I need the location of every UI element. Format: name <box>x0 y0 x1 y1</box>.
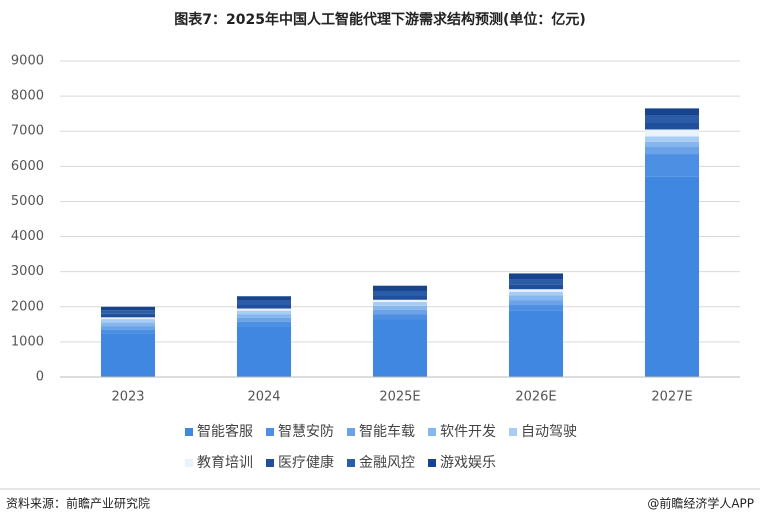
bar-segment <box>237 317 291 322</box>
bar-segment <box>645 122 699 130</box>
bar-segment <box>509 284 563 290</box>
bar-segment <box>101 317 155 320</box>
legend-swatch <box>428 428 436 436</box>
legend-label: 智能客服 <box>197 423 253 440</box>
bar-segment <box>373 309 427 315</box>
y-tick-label: 3000 <box>11 264 44 279</box>
bar-segment <box>101 310 155 314</box>
x-tick-label: 2027E <box>651 390 692 405</box>
x-tick-label: 2025E <box>379 390 420 405</box>
legend-swatch <box>266 428 274 436</box>
bar-segment <box>101 333 155 377</box>
bar-segment <box>373 285 427 291</box>
bar-segment <box>373 290 427 296</box>
legend-label: 自动驾驶 <box>521 424 577 440</box>
bar-segment <box>509 295 563 301</box>
x-tick-label: 2024 <box>247 390 280 405</box>
bar-segment <box>509 289 563 292</box>
legend-swatch <box>185 459 193 467</box>
bar-segment <box>509 310 563 377</box>
bar-segment <box>645 176 699 377</box>
bar-segment <box>237 310 291 315</box>
legend-swatch <box>185 428 193 436</box>
credit: @前瞻经济学人APP <box>647 496 754 511</box>
source: 资料来源：前瞻产业研究院 <box>6 496 150 511</box>
bar-segment <box>645 115 699 123</box>
legend-label: 软件开发 <box>440 424 496 440</box>
bar-segment <box>101 313 155 318</box>
y-tick-label: 1000 <box>11 334 44 349</box>
chart-title: 图表7：2025年中国人工智能代理下游需求结构预测(单位：亿元) <box>174 11 586 28</box>
bar-segment <box>509 291 563 296</box>
bar-segment <box>509 305 563 311</box>
bar-segment <box>509 300 563 306</box>
bar-segment <box>645 129 699 137</box>
bar-segment <box>645 141 699 148</box>
bar-segment <box>509 273 563 280</box>
bar-segment <box>101 326 155 330</box>
bar-segment <box>237 308 291 311</box>
bar-segment <box>237 314 291 318</box>
legend-label: 游戏娱乐 <box>440 455 496 471</box>
bar-segment <box>237 305 291 309</box>
y-tick-label: 5000 <box>11 194 44 209</box>
legend-swatch <box>428 459 436 467</box>
legend-label: 金融风控 <box>359 455 415 471</box>
y-tick-label: 9000 <box>11 54 44 69</box>
legend-label: 智能车载 <box>359 423 415 440</box>
bar-segment <box>373 295 427 300</box>
bar-segment <box>237 326 291 377</box>
bar-segment <box>645 147 699 155</box>
bar-segment <box>645 108 699 116</box>
bar-segment <box>645 136 699 142</box>
bar-segment <box>509 279 563 285</box>
bar-segment <box>101 329 155 334</box>
bar-segment <box>645 154 699 177</box>
bar-segment <box>373 299 427 302</box>
bar-segment <box>101 306 155 311</box>
y-tick-label: 6000 <box>11 159 44 174</box>
bar-segment <box>373 314 427 320</box>
bar-segment <box>237 321 291 327</box>
x-tick-label: 2026E <box>515 390 556 405</box>
bar-segment <box>373 301 427 306</box>
bar-segment <box>237 296 291 301</box>
y-tick-label: 7000 <box>11 124 44 139</box>
legend-swatch <box>266 459 274 467</box>
bar-segment <box>237 300 291 306</box>
legend-label: 智慧安防 <box>278 424 334 440</box>
bar-segment <box>373 319 427 377</box>
legend-swatch <box>347 459 355 467</box>
x-tick-label: 2023 <box>111 390 144 405</box>
y-tick-label: 0 <box>36 370 44 385</box>
bar-segment <box>373 305 427 310</box>
y-tick-label: 2000 <box>11 299 44 314</box>
legend-label: 教育培训 <box>197 455 253 471</box>
legend-swatch <box>347 428 355 436</box>
y-tick-label: 4000 <box>11 229 44 244</box>
bar-segment <box>101 322 155 327</box>
legend-swatch <box>509 428 517 436</box>
bar-segment <box>101 319 155 323</box>
legend-label: 医疗健康 <box>278 454 334 471</box>
y-tick-label: 8000 <box>11 89 44 104</box>
